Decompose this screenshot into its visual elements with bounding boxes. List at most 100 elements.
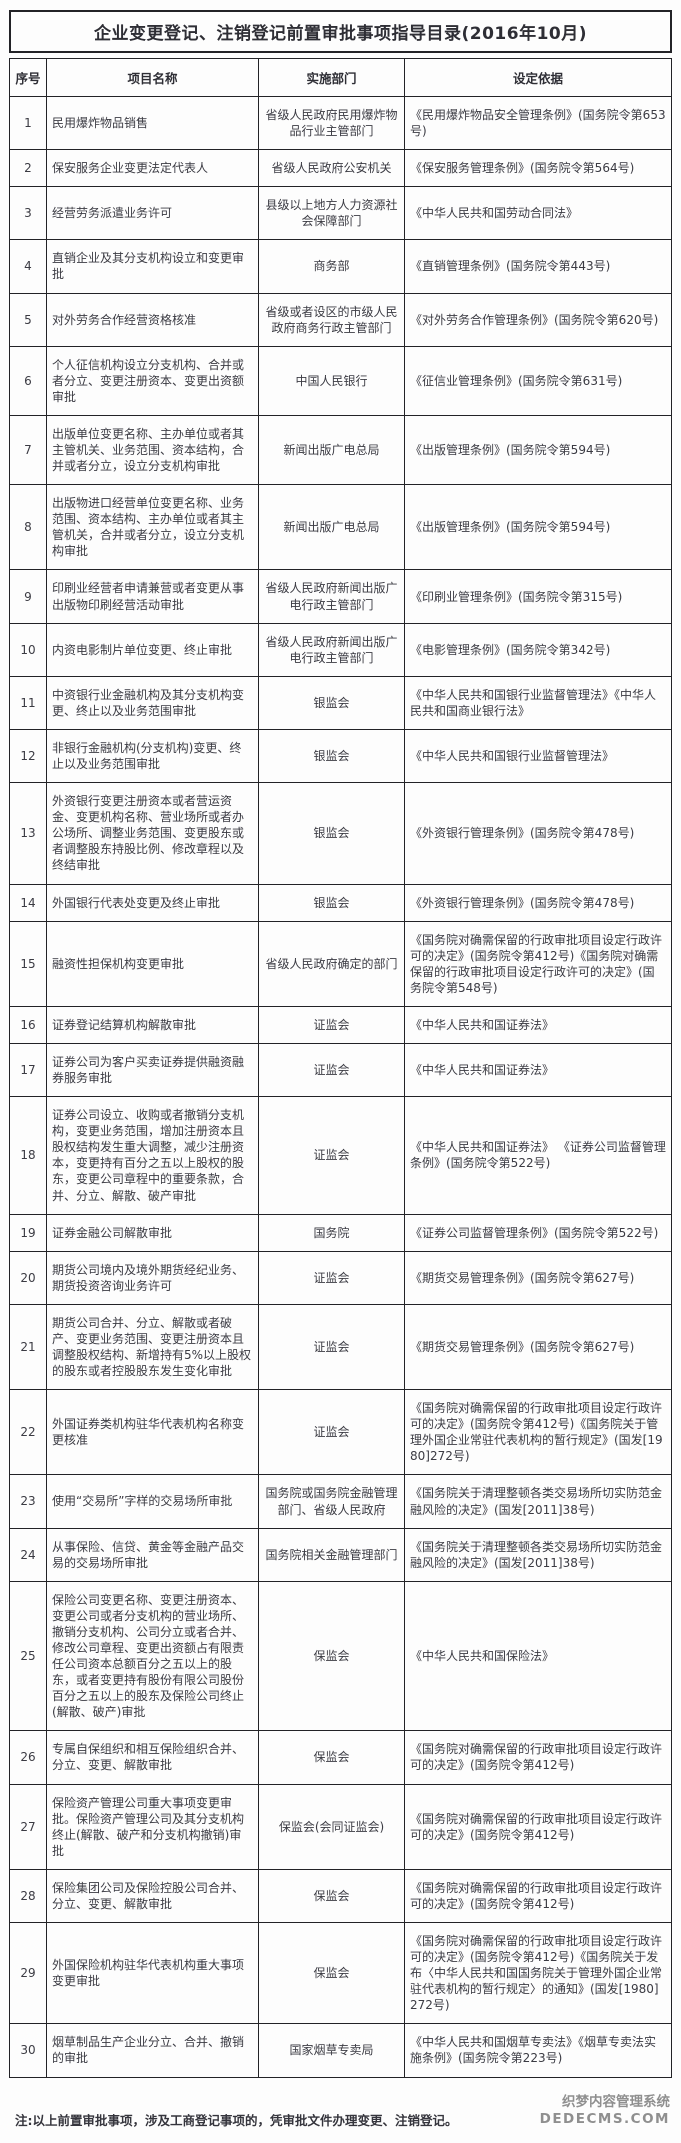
cell-no: 12: [9, 728, 47, 784]
table-row: 22 外国证券类机构驻华代表机构名称变更核准 证监会 《国务院对确需保留的行政审批项目…: [9, 1389, 672, 1476]
cell-legal-basis: 《中华人民共和国证券法》: [404, 1005, 672, 1044]
cell-department: 保监会: [258, 1922, 405, 2025]
cell-legal-basis: 《证券公司监督管理条例》(国务院令第522号): [404, 1213, 672, 1252]
cell-no: 29: [9, 1922, 47, 2025]
cell-project-name: 证券金融公司解散审批: [46, 1213, 259, 1252]
cell-department: 保监会(会同证监会): [258, 1783, 405, 1870]
cell-no: 26: [9, 1730, 47, 1785]
cell-project-name: 外国证券类机构驻华代表机构名称变更核准: [46, 1389, 259, 1476]
cell-legal-basis: 《外资银行管理条例》(国务院令第478号): [404, 883, 672, 922]
cell-legal-basis: 《国务院对确需保留的行政审批项目设定行政许可的决定》(国务院令第412号)《国务…: [404, 1389, 672, 1476]
cell-legal-basis: 《印刷业管理条例》(国务院令第315号): [404, 569, 672, 624]
table-row: 14 外国银行代表处变更及终止审批 银监会 《外资银行管理条例》(国务院令第478号): [9, 883, 672, 922]
table-row: 25 保险公司变更名称、变更注册资本、变更公司或者分支机构的营业场所、撤销分支机构…: [9, 1580, 672, 1732]
cell-no: 10: [9, 622, 47, 677]
cell-legal-basis: 《征信业管理条例》(国务院令第631号): [404, 345, 672, 416]
cell-project-name: 中资银行业金融机构及其分支机构变更、终止以及业务范围审批: [46, 675, 259, 730]
cell-no: 11: [9, 675, 47, 730]
cell-legal-basis: 《对外劳务合作管理条例》(国务院令第620号): [404, 292, 672, 347]
cell-project-name: 直销企业及其分支机构设立和变更审批: [46, 239, 259, 294]
table-row: 16 证券登记结算机构解散审批 证监会 《中华人民共和国证券法》: [9, 1005, 672, 1044]
cell-department: 证监会: [258, 1250, 405, 1305]
cell-legal-basis: 《国务院对确需保留的行政审批项目设定行政许可的决定》(国务院令第412号): [404, 1783, 672, 1870]
cell-project-name: 保险资产管理公司重大事项变更审批。保险资产管理公司及其分支机构终止(解散、破产和…: [46, 1783, 259, 1870]
cell-department: 商务部: [258, 239, 405, 294]
cell-no: 19: [9, 1213, 47, 1252]
cell-legal-basis: 《出版管理条例》(国务院令第594号): [404, 414, 672, 486]
cell-department: 省级人民政府新闻出版广电行政主管部门: [258, 569, 405, 624]
table-row: 24 从事保险、信贷、黄金等金融产品交易的交易场所审批 国务院相关金融管理部门 《国务…: [9, 1527, 672, 1582]
cell-department: 新闻出版广电总局: [258, 414, 405, 486]
cell-no: 22: [9, 1389, 47, 1476]
table-row: 8 出版物进口经营单位变更名称、业务范围、资本结构、主办单位或者其主管机关，合并或…: [9, 484, 672, 571]
table-row: 10 内资电影制片单位变更、终止审批 省级人民政府新闻出版广电行政主管部门 《电影管理…: [9, 622, 672, 677]
cell-department: 保监会: [258, 1868, 405, 1924]
cell-no: 21: [9, 1303, 47, 1391]
table-row: 18 证券公司设立、收购或者撤销分支机构，变更业务范围，增加注册资本且股权结构发生…: [9, 1096, 672, 1215]
table-row: 28 保险集团公司及保险控股公司合并、分立、变更、解散审批 保监会 《国务院对确需保留…: [9, 1868, 672, 1924]
cell-department: 省级人民政府民用爆炸物品行业主管部门: [258, 95, 405, 151]
cell-legal-basis: 《中华人民共和国银行业监督管理法》《中华人民共和国商业银行法》: [404, 675, 672, 730]
cell-no: 7: [9, 414, 47, 486]
column-header: 实施部门: [258, 58, 405, 97]
cell-legal-basis: 《期货交易管理条例》(国务院令第627号): [404, 1250, 672, 1305]
table-body: 1 民用爆炸物品销售 省级人民政府民用爆炸物品行业主管部门 《民用爆炸物品安全管理条例…: [9, 95, 672, 2078]
cell-no: 25: [9, 1580, 47, 1732]
table-header-row: 序号 项目名称 实施部门 设定依据: [9, 58, 672, 97]
table-row: 6 个人征信机构设立分支机构、合并或者分立、变更注册资本、变更出资额审批 中国人民银…: [9, 345, 672, 416]
cell-legal-basis: 《外资银行管理条例》(国务院令第478号): [404, 782, 672, 885]
page-title: 企业变更登记、注销登记前置审批事项指导目录(2016年10月): [9, 10, 672, 53]
cell-department: 银监会: [258, 728, 405, 784]
cell-no: 14: [9, 883, 47, 922]
watermark-cn-text: 织梦内容管理系统: [562, 2093, 670, 2110]
cell-project-name: 经营劳务派遣业务许可: [46, 186, 259, 241]
cell-project-name: 出版单位变更名称、主办单位或者其主管机关、业务范围、资本结构，合并或者分立，设立…: [46, 414, 259, 486]
table-row: 29 外国保险机构驻华代表机构重大事项变更审批 保监会 《国务院对确需保留的行政审批项…: [9, 1922, 672, 2025]
cell-no: 9: [9, 569, 47, 624]
cell-project-name: 从事保险、信贷、黄金等金融产品交易的交易场所审批: [46, 1527, 259, 1582]
table-row: 2 保安服务企业变更法定代表人 省级人民政府公安机关 《保安服务管理条例》(国务院令第…: [9, 149, 672, 188]
cell-legal-basis: 《国务院关于清理整顿各类交易场所切实防范金融风险的决定》(国发[2011]38号…: [404, 1474, 672, 1529]
cell-legal-basis: 《中华人民共和国银行业监督管理法》: [404, 728, 672, 784]
cell-legal-basis: 《中华人民共和国证券法》 《证券公司监督管理条例》(国务院令第522号): [404, 1096, 672, 1215]
cell-legal-basis: 《国务院关于清理整顿各类交易场所切实防范金融风险的决定》(国发[2011]38号…: [404, 1527, 672, 1582]
cell-project-name: 使用“交易所”字样的交易场所审批: [46, 1474, 259, 1529]
cell-no: 2: [9, 149, 47, 188]
cell-no: 23: [9, 1474, 47, 1529]
page-footer: 注:以上前置审批事项，涉及工商登记事项的，凭审批文件办理变更、注销登记。 织梦内…: [9, 2094, 672, 2143]
cell-department: 国务院: [258, 1213, 405, 1252]
watermark: 织梦内容管理系统 DEDECMS.COM: [540, 2094, 672, 2129]
cell-department: 新闻出版广电总局: [258, 484, 405, 571]
cell-department: 县级以上地方人力资源社会保障部门: [258, 186, 405, 241]
cell-legal-basis: 《民用爆炸物品安全管理条例》(国务院令第653号): [404, 95, 672, 151]
cell-project-name: 融资性担保机构变更审批: [46, 920, 259, 1007]
table-row: 5 对外劳务合作经营资格核准 省级或者设区的市级人民政府商务行政主管部门 《对外劳务合…: [9, 292, 672, 347]
cell-department: 省级或者设区的市级人民政府商务行政主管部门: [258, 292, 405, 347]
table-row: 12 非银行金融机构(分支机构)变更、终止以及业务范围审批 银监会 《中华人民共和国银…: [9, 728, 672, 784]
cell-project-name: 出版物进口经营单位变更名称、业务范围、资本结构、主办单位或者其主管机关，合并或者…: [46, 484, 259, 571]
cell-no: 1: [9, 95, 47, 151]
cell-department: 证监会: [258, 1389, 405, 1476]
table-row: 17 证券公司为客户买卖证券提供融资融券服务审批 证监会 《中华人民共和国证券法》: [9, 1042, 672, 1098]
cell-department: 省级人民政府新闻出版广电行政主管部门: [258, 622, 405, 677]
cell-project-name: 个人征信机构设立分支机构、合并或者分立、变更注册资本、变更出资额审批: [46, 345, 259, 416]
cell-no: 20: [9, 1250, 47, 1305]
cell-legal-basis: 《国务院对确需保留的行政审批项目设定行政许可的决定》(国务院令第412号)《国务…: [404, 1922, 672, 2025]
table-row: 23 使用“交易所”字样的交易场所审批 国务院或国务院金融管理部门、省级人民政府 《国…: [9, 1474, 672, 1529]
cell-project-name: 内资电影制片单位变更、终止审批: [46, 622, 259, 677]
table-row: 13 外资银行变更注册资本或者营运资金、变更机构名称、营业场所或者办公场所、调整业…: [9, 782, 672, 885]
cell-legal-basis: 《国务院对确需保留的行政审批项目设定行政许可的决定》(国务院令第412号)《国务…: [404, 920, 672, 1007]
cell-no: 3: [9, 186, 47, 241]
table-row: 19 证券金融公司解散审批 国务院 《证券公司监督管理条例》(国务院令第522号): [9, 1213, 672, 1252]
cell-legal-basis: 《期货交易管理条例》(国务院令第627号): [404, 1303, 672, 1391]
cell-legal-basis: 《国务院对确需保留的行政审批项目设定行政许可的决定》(国务院令第412号): [404, 1868, 672, 1924]
column-header: 项目名称: [46, 58, 259, 97]
cell-no: 28: [9, 1868, 47, 1924]
cell-department: 证监会: [258, 1303, 405, 1391]
cell-department: 国家烟草专卖局: [258, 2023, 405, 2078]
cell-department: 省级人民政府确定的部门: [258, 920, 405, 1007]
table-row: 7 出版单位变更名称、主办单位或者其主管机关、业务范围、资本结构，合并或者分立，设…: [9, 414, 672, 486]
table-row: 11 中资银行业金融机构及其分支机构变更、终止以及业务范围审批 银监会 《中华人民共和…: [9, 675, 672, 730]
cell-project-name: 专属自保组织和相互保险组织合并、分立、变更、解散审批: [46, 1730, 259, 1785]
table-row: 1 民用爆炸物品销售 省级人民政府民用爆炸物品行业主管部门 《民用爆炸物品安全管理条例…: [9, 95, 672, 151]
